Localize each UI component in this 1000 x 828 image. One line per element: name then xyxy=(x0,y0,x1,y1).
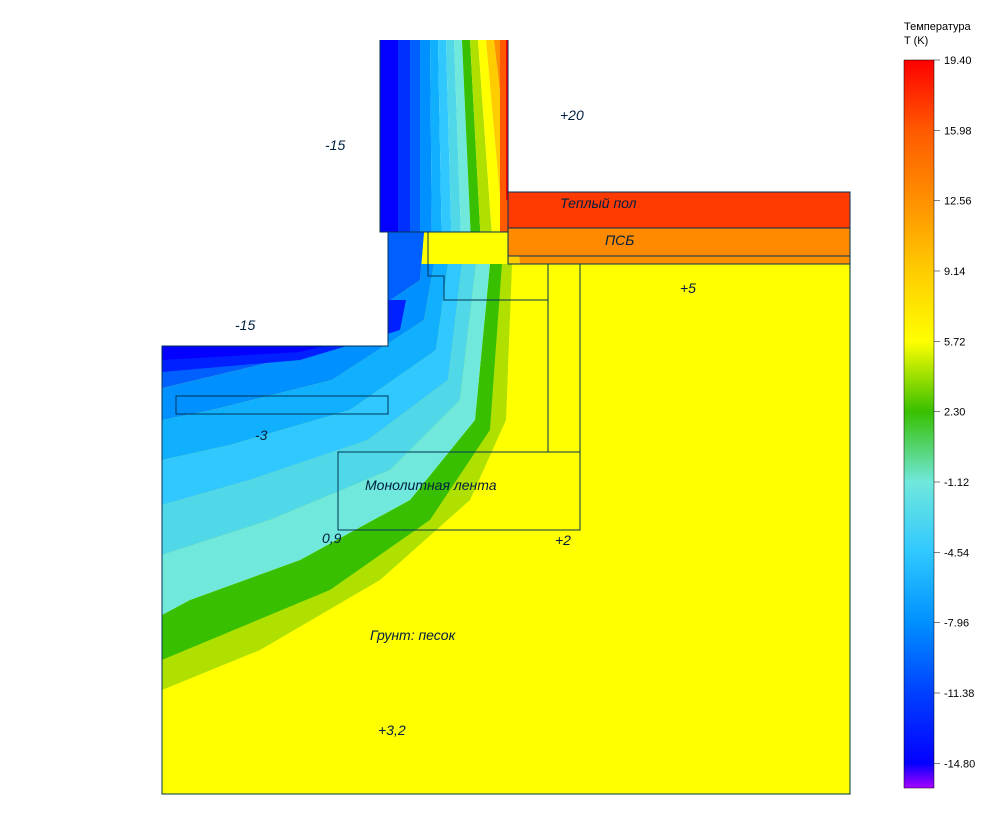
colorbar-tick: 9.14 xyxy=(944,266,965,278)
annotation-temp_plus32: +3,2 xyxy=(378,722,406,738)
colorbar-unit: T (K) xyxy=(904,35,928,47)
colorbar-tick: -7.96 xyxy=(944,618,969,630)
annotation-temp_minus15_left: -15 xyxy=(235,317,255,333)
annotation-temp_plus20: +20 xyxy=(560,107,584,123)
colorbar: Температура T (K) 19.40 15.98 12.56 9.14 5.7… xyxy=(904,21,975,788)
colorbar-tick: 12.56 xyxy=(944,196,972,208)
colorbar-tick: 2.30 xyxy=(944,407,965,419)
isotherm-band xyxy=(410,40,420,238)
annotation-temp_plus5: +5 xyxy=(680,280,696,296)
colorbar-tick: 15.98 xyxy=(944,125,972,137)
isotherm-band xyxy=(398,40,410,232)
colorbar-tick: 5.72 xyxy=(944,336,965,348)
isotherm-band xyxy=(420,40,432,248)
colorbar-tick: -1.12 xyxy=(944,477,969,489)
annotation-ground: Грунт: песок xyxy=(370,627,457,643)
annotation-temp_minus3: -3 xyxy=(255,427,268,443)
colorbar-tick: -14.80 xyxy=(944,758,975,770)
annotation-temp_plus2: +2 xyxy=(555,532,571,548)
contour-region-wall xyxy=(380,40,850,264)
annotation-warm_floor: Теплый пол xyxy=(560,195,637,211)
colorbar-tick: -4.54 xyxy=(944,547,969,559)
thermal-contour-figure: +20 -15 Теплый пол ПСБ +5 -15 -3 Монолитная лен… xyxy=(0,0,1000,828)
colorbar-tick: -11.38 xyxy=(944,688,974,700)
colorbar-title: Температура xyxy=(904,21,972,33)
annotation-monolith: Монолитная лента xyxy=(365,477,497,493)
annotation-temp_minus15_top: -15 xyxy=(325,137,345,153)
colorbar-tick: 19.40 xyxy=(944,55,972,67)
isotherm-band xyxy=(506,40,850,206)
colorbar-rect xyxy=(904,60,934,788)
annotation-temp_09: 0,9 xyxy=(322,530,342,546)
isotherm-band xyxy=(380,40,398,232)
contour-region-ground xyxy=(162,232,850,794)
annotation-psb: ПСБ xyxy=(605,232,634,248)
